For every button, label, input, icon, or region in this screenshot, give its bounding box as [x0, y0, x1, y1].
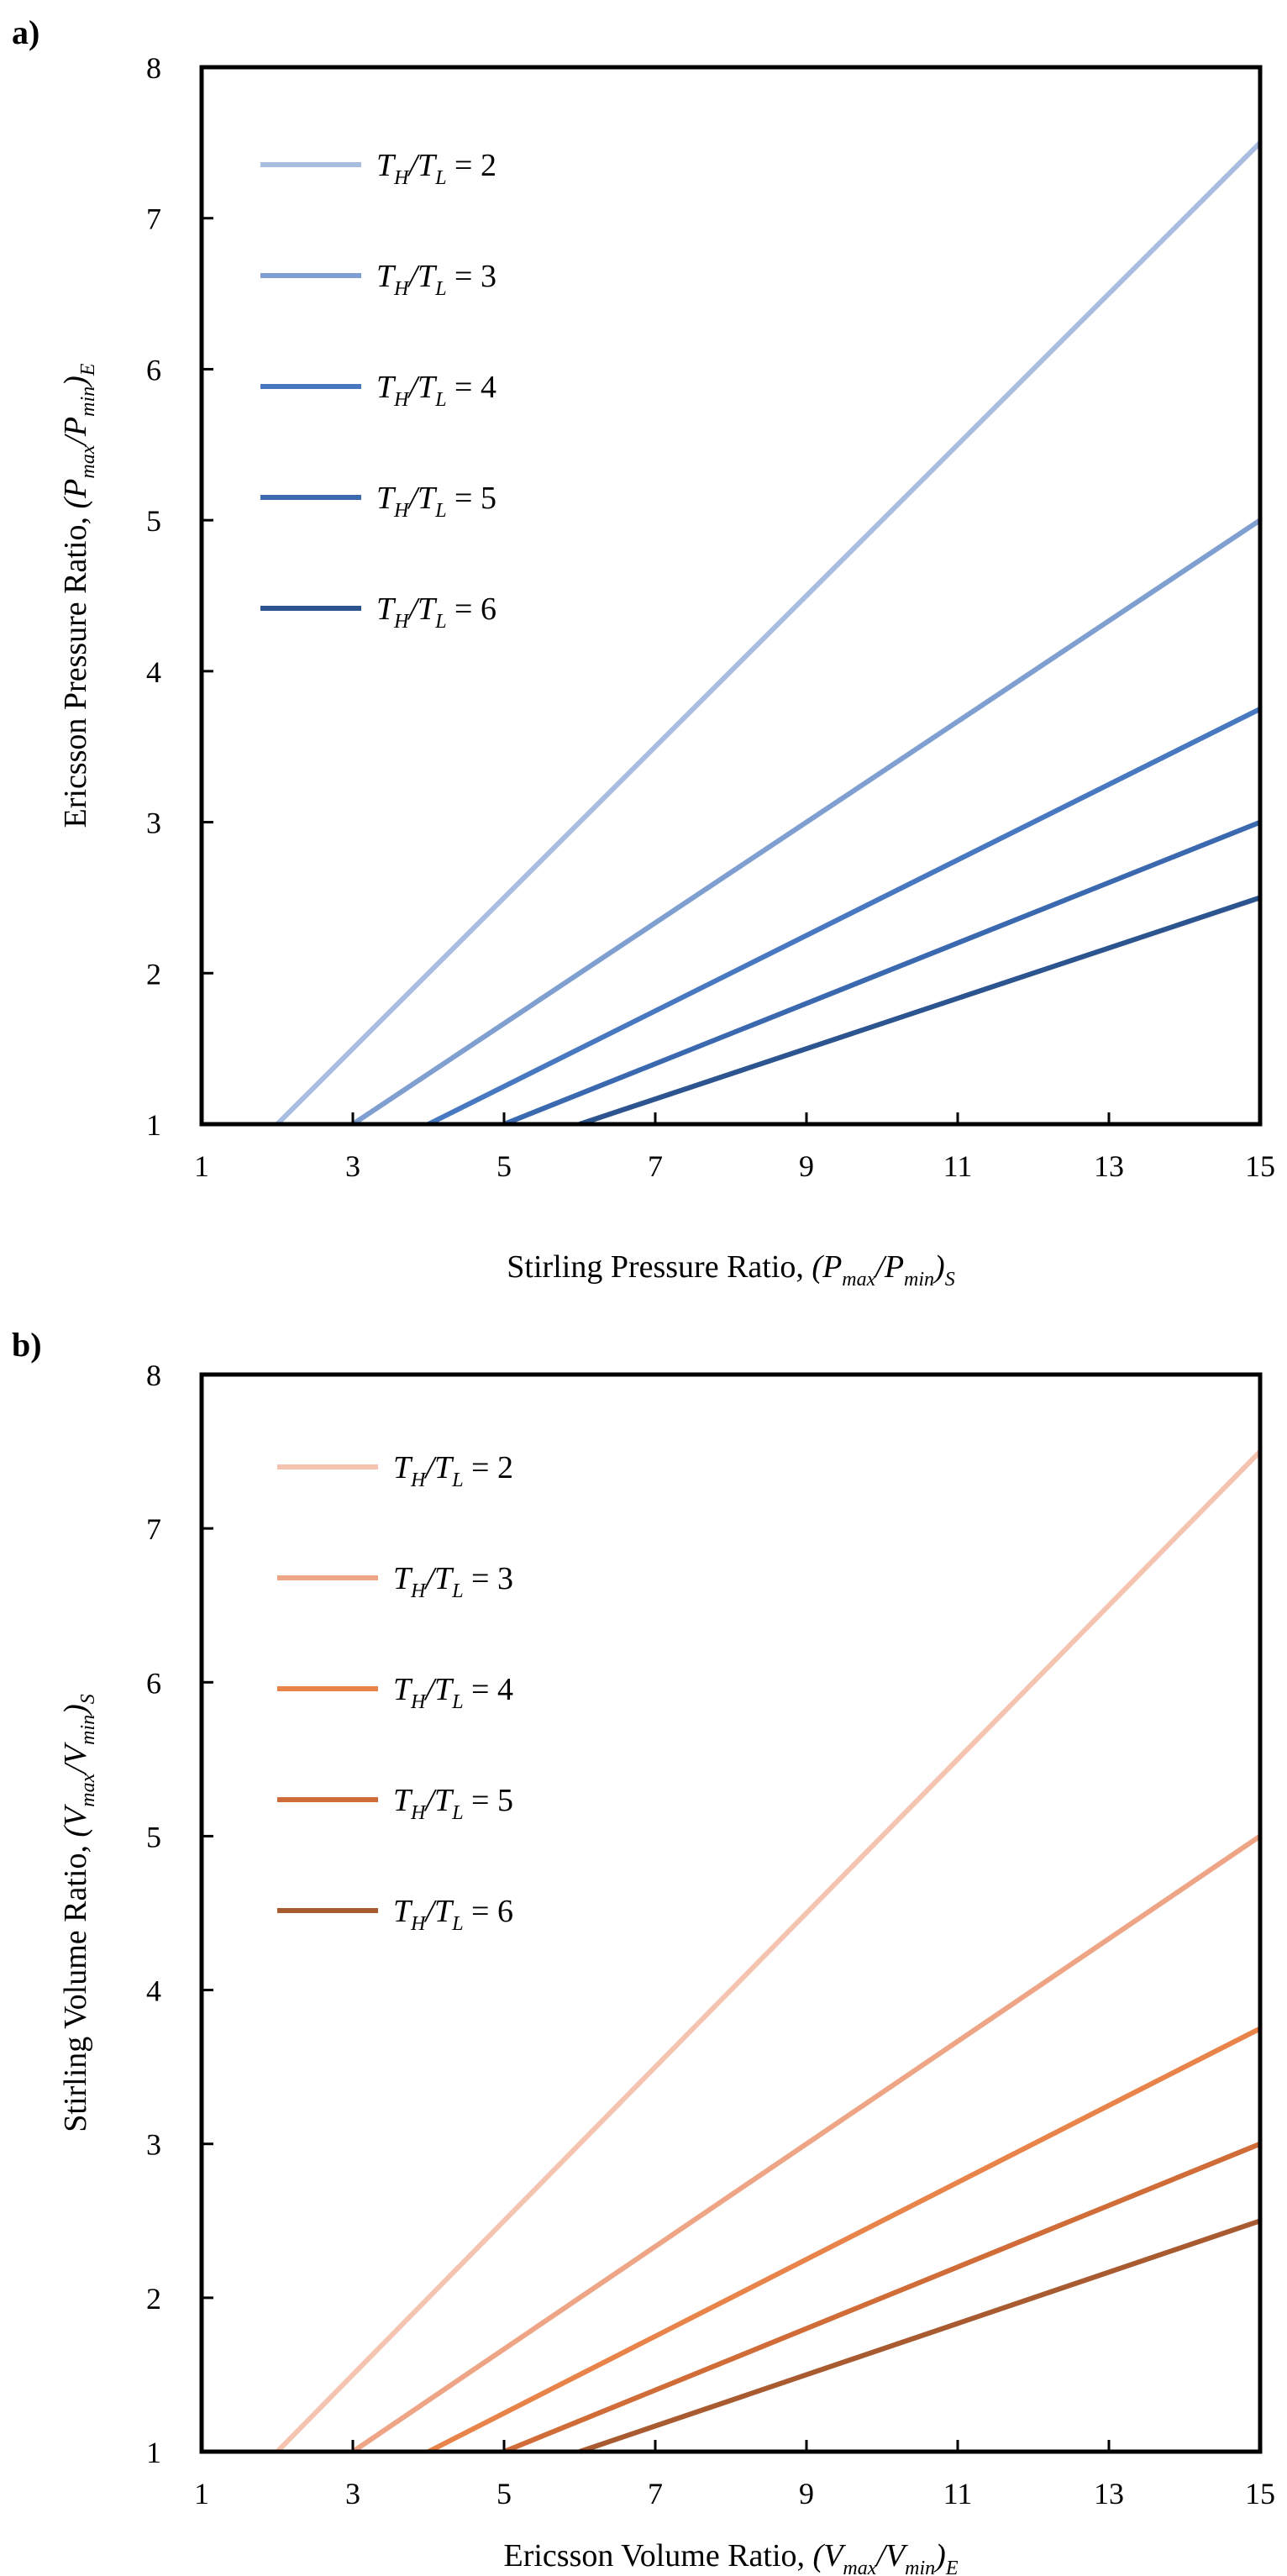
legend: TH/TL = 2 TH/TL = 3 TH/TL = 4 TH/TL = 5 TH/T… — [260, 148, 496, 633]
x-tick-labels: 1 3 5 7 9 11 13 15 — [194, 1112, 1275, 1183]
y-tick-label: 7 — [146, 202, 161, 236]
panel-label: a) — [12, 13, 39, 51]
legend-item: TH/TL = 6 — [260, 591, 496, 633]
y-tick-label: 6 — [146, 353, 161, 386]
series-layer — [275, 140, 1263, 1127]
y-tick-label: 6 — [146, 1666, 161, 1700]
x-tick-labels: 1 3 5 7 9 11 13 15 — [194, 2440, 1275, 2510]
y-tick-label: 3 — [146, 807, 161, 840]
y-tick-label: 1 — [146, 2436, 161, 2469]
plot-frame — [199, 65, 1263, 1127]
x-tick-label: 9 — [799, 2477, 814, 2510]
series-line-ratio-2 — [275, 140, 1263, 1127]
x-tick-label: 13 — [1094, 1149, 1124, 1183]
legend-label: TH/TL = 3 — [376, 259, 496, 300]
panel-label: b) — [12, 1326, 42, 1364]
series-line-ratio-3 — [351, 518, 1262, 1127]
y-tick-label: 3 — [146, 2128, 161, 2162]
y-tick-label: 4 — [146, 1974, 161, 2008]
legend-label: TH/TL = 5 — [393, 1783, 513, 1824]
legend-item: TH/TL = 6 — [277, 1894, 513, 1935]
x-tick-label: 15 — [1245, 1149, 1275, 1183]
x-tick-label: 3 — [345, 2477, 360, 2510]
x-tick-label: 7 — [648, 1149, 663, 1183]
y-tick-label: 4 — [146, 655, 161, 689]
y-tick-labels: 1 2 3 4 5 6 7 8 — [146, 1359, 213, 2469]
series-line-ratio-3 — [351, 1833, 1262, 2454]
legend-label: TH/TL = 5 — [376, 481, 496, 522]
legend-label: TH/TL = 3 — [393, 1561, 513, 1602]
legend: TH/TL = 2 TH/TL = 3 TH/TL = 4 TH/TL = 5 TH/T… — [277, 1450, 513, 1935]
y-tick-label: 5 — [146, 504, 161, 538]
x-tick-label: 1 — [194, 2477, 209, 2510]
series-line-ratio-6 — [579, 2218, 1261, 2454]
x-tick-label: 5 — [496, 1149, 512, 1183]
y-axis-label: Ericsson Pressure Ratio, (Pmax/Pmin)E — [58, 363, 99, 828]
series-line-ratio-5 — [502, 2141, 1262, 2454]
y-axis-label: Stirling Volume Ratio, (Vmax/Vmin)S — [58, 1694, 99, 2132]
series-line-ratio-2 — [275, 1449, 1263, 2454]
x-tick-label: 15 — [1245, 2477, 1275, 2510]
x-axis-label: Stirling Pressure Ratio, (Pmax/Pmin)S — [507, 1249, 954, 1291]
x-tick-label: 5 — [496, 2477, 512, 2510]
legend-label: TH/TL = 6 — [393, 1894, 513, 1935]
legend-item: TH/TL = 2 — [277, 1450, 513, 1491]
x-tick-label: 11 — [943, 2477, 973, 2510]
x-axis-label: Ericsson Volume Ratio, (Vmax/Vmin)E — [503, 2538, 958, 2576]
series-line-ratio-5 — [502, 819, 1262, 1127]
legend-item: TH/TL = 4 — [260, 370, 496, 411]
x-tick-label: 13 — [1094, 2477, 1124, 2510]
y-tick-label: 7 — [146, 1512, 161, 1546]
legend-label: TH/TL = 2 — [393, 1450, 513, 1491]
y-tick-label: 2 — [146, 957, 161, 991]
legend-item: TH/TL = 3 — [260, 259, 496, 300]
plot-frame — [199, 1372, 1263, 2454]
series-layer — [275, 1449, 1263, 2454]
series-line-ratio-4 — [427, 707, 1262, 1127]
legend-item: TH/TL = 5 — [277, 1783, 513, 1824]
legend-item: TH/TL = 4 — [277, 1672, 513, 1713]
y-tick-labels: 1 2 3 4 5 6 7 8 — [146, 51, 213, 1142]
legend-item: TH/TL = 5 — [260, 481, 496, 522]
x-tick-label: 11 — [943, 1149, 973, 1183]
legend-item: TH/TL = 3 — [277, 1561, 513, 1602]
y-tick-label: 8 — [146, 51, 161, 85]
series-line-ratio-6 — [579, 895, 1261, 1127]
y-tick-label: 2 — [146, 2282, 161, 2316]
y-tick-label: 1 — [146, 1108, 161, 1142]
y-tick-label: 5 — [146, 1820, 161, 1853]
series-line-ratio-4 — [427, 2026, 1262, 2454]
x-tick-label: 7 — [648, 2477, 663, 2510]
legend-label: TH/TL = 6 — [376, 591, 496, 633]
legend-item: TH/TL = 2 — [260, 148, 496, 189]
y-tick-label: 8 — [146, 1359, 161, 1392]
x-tick-label: 3 — [345, 1149, 360, 1183]
x-tick-label: 1 — [194, 1149, 209, 1183]
legend-label: TH/TL = 4 — [393, 1672, 513, 1713]
x-tick-label: 9 — [799, 1149, 814, 1183]
legend-label: TH/TL = 4 — [376, 370, 496, 411]
legend-label: TH/TL = 2 — [376, 148, 496, 189]
